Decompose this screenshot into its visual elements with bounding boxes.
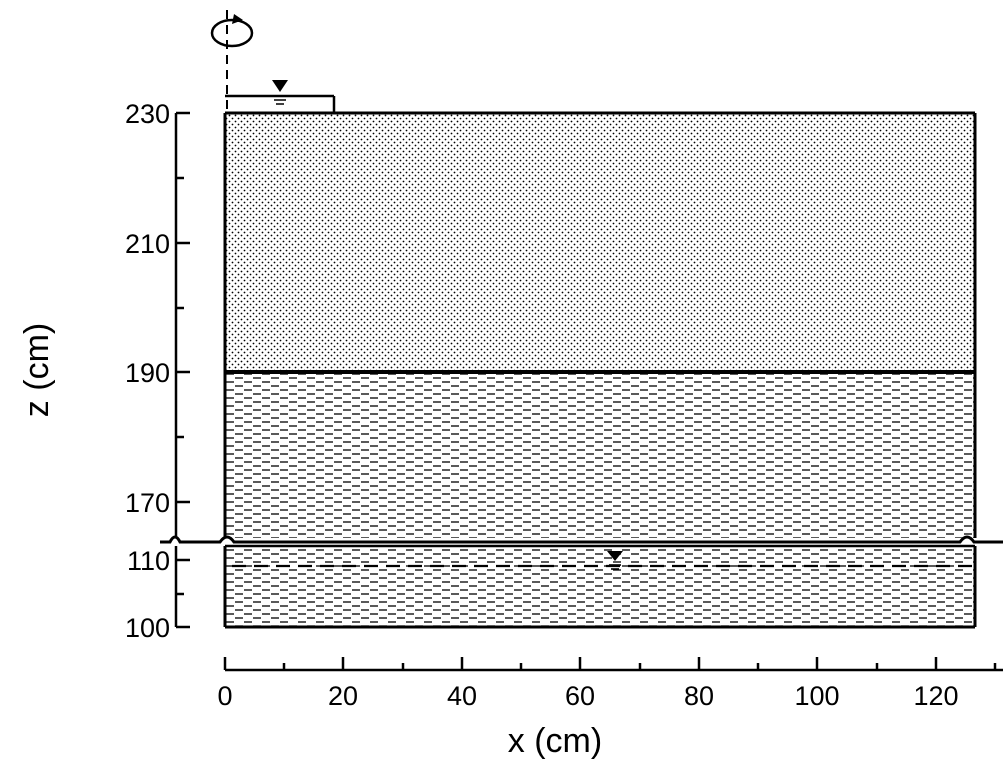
- y-tick-label-100: 100: [125, 613, 170, 643]
- x-tick-label-40: 40: [447, 681, 477, 711]
- x-tick-label-0: 0: [217, 681, 232, 711]
- y-tick-label-190: 190: [125, 358, 170, 388]
- y-axis-ticks: [176, 111, 190, 629]
- y-axis-title: z (cm): [18, 323, 56, 417]
- lower-dashed-layer-upper-part: [225, 372, 975, 538]
- x-tick-label-20: 20: [328, 681, 358, 711]
- x-tick-label-120: 120: [913, 681, 958, 711]
- water-table-symbol: [607, 551, 623, 570]
- lower-dashed-layer-lower-part: [225, 546, 975, 627]
- x-tick-label-60: 60: [565, 681, 595, 711]
- upper-stippled-layer: [225, 113, 975, 372]
- axis-break-line: [160, 535, 1003, 544]
- rotation-arrow-icon: [210, 14, 254, 48]
- y-tick-label-230: 230: [125, 99, 170, 129]
- y-tick-label-210: 210: [125, 229, 170, 259]
- ponded-water-symbol: [272, 80, 288, 105]
- x-tick-label-80: 80: [684, 681, 714, 711]
- x-axis: [223, 657, 1003, 672]
- x-axis-title: x (cm): [508, 722, 602, 760]
- y-tick-label-170: 170: [125, 488, 170, 518]
- y-tick-label-110: 110: [127, 546, 170, 576]
- x-tick-label-100: 100: [794, 681, 839, 711]
- domain-outline: [223, 111, 977, 629]
- ponded-water: [225, 94, 336, 113]
